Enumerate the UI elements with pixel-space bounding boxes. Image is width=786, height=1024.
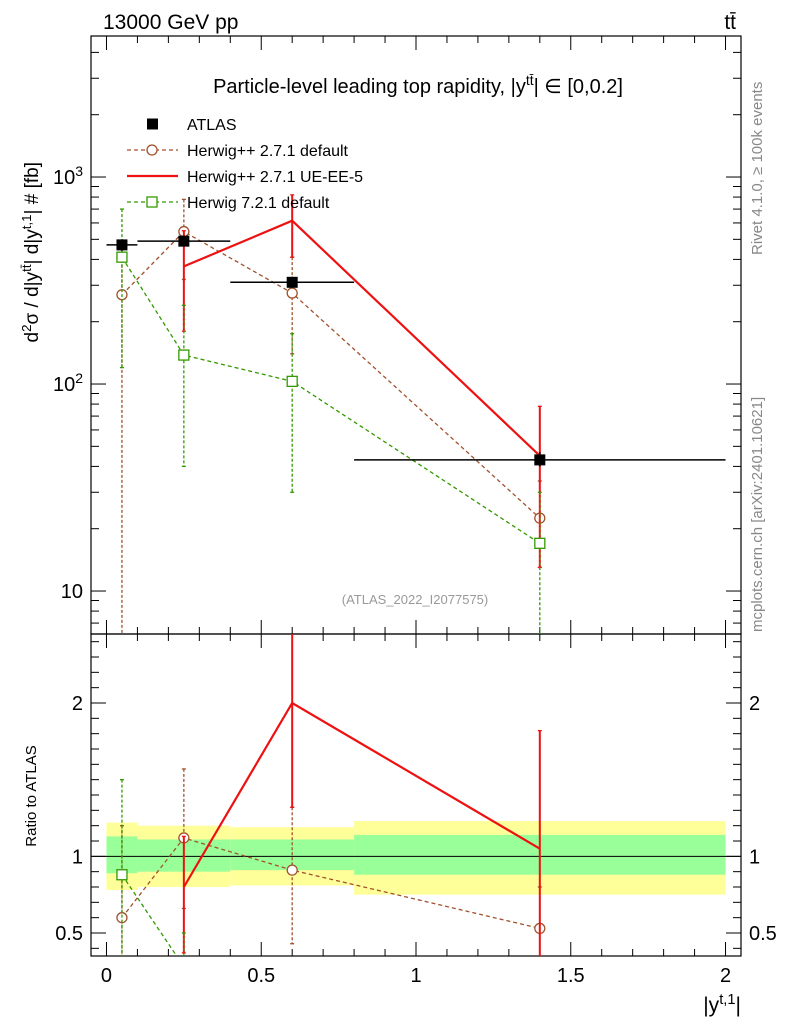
mcplots-label: mcplots.cern.ch [arXiv:2401.10621] bbox=[749, 397, 766, 632]
main-herwig-7-2-1-default-point bbox=[178, 349, 190, 361]
ratio-y-tick-label-right: 1 bbox=[749, 846, 760, 868]
ratio-y-tick-label: 2 bbox=[72, 693, 83, 715]
main-herwig-7-2-1-default-point bbox=[286, 375, 298, 388]
ratio-herwig-7-2-1-default bbox=[116, 779, 189, 972]
legend-herwig-2-7-1-ue-ee-5-label: Herwig++ 2.7.1 UE-EE-5 bbox=[187, 169, 363, 186]
energy-label: 13000 GeV pp bbox=[103, 11, 238, 34]
plot-title: Particle-level leading top rapidity, |yt… bbox=[213, 72, 623, 98]
legend-herwig-7-2-1-default-marker bbox=[146, 196, 158, 208]
legend-atlas-marker bbox=[147, 118, 158, 130]
main-herwig-7-2-1-default-point bbox=[116, 251, 128, 263]
process-label: tt̄ bbox=[724, 11, 736, 34]
ratio-herwig-7-2-1-default-point bbox=[179, 962, 189, 972]
x-tick-label: 0.5 bbox=[247, 965, 275, 987]
x-axis-label: |yt,1| bbox=[703, 992, 741, 1017]
main-herwig-2-7-1-ue-ee-5-line bbox=[183, 219, 541, 457]
main-atlas-point bbox=[286, 276, 298, 288]
main-herwig-7-2-1-default-point bbox=[534, 537, 546, 549]
analysis-watermark: (ATLAS_2022_I2077575) bbox=[342, 592, 488, 607]
main-y-axis-label: d2σ / d|ytt̄| d|yt,1| # [fb] bbox=[19, 162, 44, 342]
x-tick-label: 2 bbox=[720, 965, 731, 987]
main-herwig-7-2-1-default bbox=[116, 208, 546, 634]
main-herwig-2-7-1-default-point bbox=[286, 287, 298, 299]
x-tick-label: 1.5 bbox=[557, 965, 585, 987]
ratio-herwig-2-7-1-ue-ee-5 bbox=[181, 634, 542, 956]
legend: ATLAS Herwig++ 2.7.1 default Herwig++ 2.7.… bbox=[127, 117, 363, 212]
legend-herwig-2-7-1-default-marker bbox=[146, 144, 158, 156]
ratio-herwig-7-2-1-default-point bbox=[116, 869, 128, 881]
ratio-herwig-2-7-1-default-point bbox=[286, 864, 298, 876]
main-herwig-2-7-1-default-line bbox=[121, 230, 541, 519]
main-atlas-point bbox=[534, 454, 546, 466]
main-atlas bbox=[106, 235, 726, 467]
x-tick-label: 0 bbox=[101, 965, 112, 987]
legend-herwig-7-2-1-default-label: Herwig 7.2.1 default bbox=[187, 195, 330, 212]
main-atlas-point bbox=[116, 239, 128, 251]
main-y-tick-label: 103 bbox=[53, 163, 83, 189]
rivet-label: Rivet 4.1.0, ≥ 100k events bbox=[749, 82, 766, 255]
main-y-tick-label: 102 bbox=[53, 370, 83, 396]
main-herwig-2-7-1-ue-ee-5 bbox=[181, 194, 542, 569]
main-herwig-7-2-1-default-line bbox=[121, 256, 541, 544]
legend-herwig-2-7-1-default-label: Herwig++ 2.7.1 default bbox=[187, 143, 349, 160]
x-tick-label: 1 bbox=[410, 965, 421, 987]
ratio-y-axis-label: Ratio to ATLAS bbox=[23, 745, 40, 846]
legend-atlas-label: ATLAS bbox=[187, 117, 237, 134]
ratio-herwig-7-2-1-default-line bbox=[121, 874, 178, 956]
ratio-plot-frame bbox=[90, 633, 742, 957]
ratio-y-tick-label-right: 2 bbox=[749, 693, 760, 715]
ratio-y-tick-label: 0.5 bbox=[55, 923, 83, 945]
ratio-herwig-2-7-1-default-line bbox=[121, 837, 540, 930]
main-y-tick-label: 10 bbox=[61, 581, 83, 603]
main-atlas-point bbox=[178, 235, 190, 247]
ratio-y-tick-label: 1 bbox=[72, 846, 83, 868]
ratio-y-tick-label-right: 0.5 bbox=[749, 923, 777, 945]
